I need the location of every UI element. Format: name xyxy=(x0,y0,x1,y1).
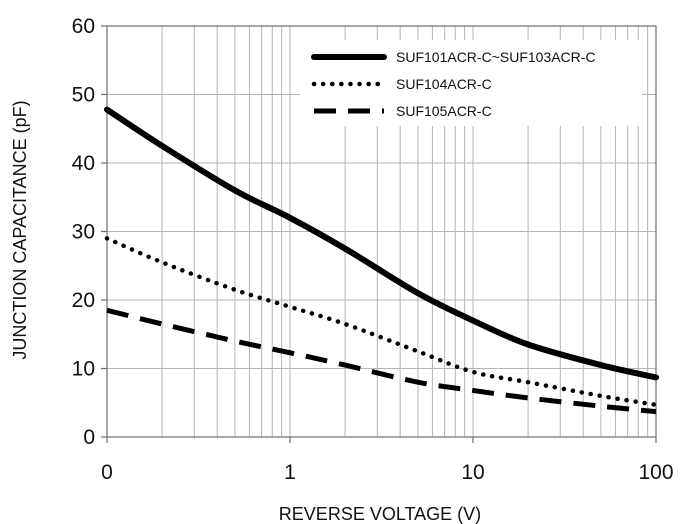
x-tick-label: 1 xyxy=(284,461,296,484)
y-axis-title: JUNCTION CAPACITANCE (pF) xyxy=(10,100,30,359)
legend-label-1: SUF101ACR-C~SUF103ACR-C xyxy=(396,49,596,65)
x-tick-label: 100 xyxy=(638,461,673,484)
axes xyxy=(101,25,657,443)
legend: SUF101ACR-C~SUF103ACR-C SUF104ACR-C SUF105… xyxy=(300,40,642,126)
series-line-3 xyxy=(106,307,657,415)
legend-label-3: SUF105ACR-C xyxy=(396,103,492,119)
y-tick-label: 60 xyxy=(72,15,95,38)
series-lines xyxy=(104,106,659,415)
y-tick-label: 0 xyxy=(83,426,95,449)
x-tick-label: 0 xyxy=(101,461,113,484)
x-axis-title: REVERSE VOLTAGE (V) xyxy=(279,504,481,524)
y-tick-label: 20 xyxy=(72,289,95,312)
tick-labels: 0 10 20 30 40 50 60 0 1 10 100 xyxy=(72,15,674,484)
series-line-2 xyxy=(104,236,659,408)
y-tick-label: 10 xyxy=(72,358,95,381)
y-tick-label: 40 xyxy=(72,152,95,175)
y-tick-label: 50 xyxy=(72,84,95,107)
x-tick-label: 10 xyxy=(461,461,484,484)
y-tick-label: 30 xyxy=(72,221,95,244)
legend-label-2: SUF104ACR-C xyxy=(396,76,492,92)
series-line-1 xyxy=(104,106,659,381)
